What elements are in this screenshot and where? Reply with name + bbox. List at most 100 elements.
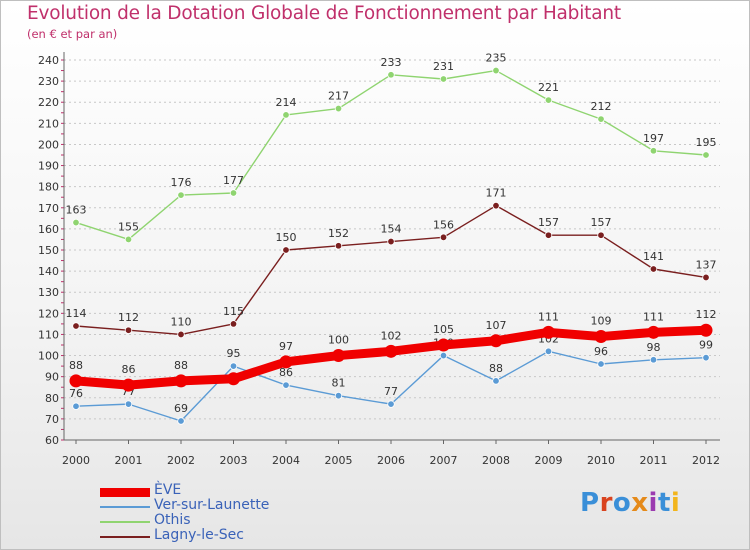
chart-subtitle: (en € et par an) — [27, 27, 118, 41]
data-point — [124, 326, 133, 334]
data-point — [489, 334, 503, 348]
proxiti-logo: Proxiti — [580, 488, 680, 518]
x-tick-label: 2000 — [62, 454, 90, 467]
data-point — [387, 400, 395, 408]
data-label: 214 — [276, 96, 297, 109]
data-label: 77 — [384, 385, 398, 398]
logo-letter: t — [657, 488, 671, 518]
y-tick-label: 180 — [38, 181, 59, 194]
data-point — [124, 235, 133, 244]
data-point — [177, 330, 185, 339]
logo-letter: r — [599, 488, 613, 518]
data-label: 217 — [328, 90, 349, 103]
data-label: 86 — [279, 366, 293, 379]
data-label: 157 — [538, 216, 559, 229]
x-tick-label: 2003 — [220, 454, 248, 467]
y-tick-label: 170 — [38, 202, 59, 215]
legend-swatch — [100, 487, 150, 497]
y-tick-label: 140 — [38, 265, 59, 278]
y-tick-label: 220 — [38, 96, 59, 109]
logo-letter: P — [580, 488, 600, 518]
y-tick-label: 240 — [38, 54, 59, 67]
data-point — [174, 374, 188, 388]
data-point — [439, 351, 448, 360]
data-label: 157 — [591, 216, 612, 229]
data-label: 112 — [696, 308, 717, 321]
data-point — [544, 96, 553, 104]
x-tick-label: 2009 — [535, 454, 563, 467]
data-label: 88 — [489, 362, 503, 375]
data-label: 102 — [381, 329, 402, 342]
data-point — [387, 71, 395, 79]
data-label: 105 — [433, 323, 454, 336]
data-point — [702, 273, 710, 282]
y-tick-label: 70 — [45, 413, 59, 426]
data-label: 110 — [171, 315, 192, 328]
legend-label: Ver-sur-Launette — [154, 497, 270, 513]
data-label: 114 — [66, 307, 87, 320]
logo-letter: i — [670, 488, 681, 518]
x-tick-label: 2010 — [587, 454, 615, 467]
x-tick-label: 2011 — [640, 454, 668, 467]
series-line — [75, 69, 707, 241]
logo-letter: i — [648, 488, 658, 518]
data-label: 81 — [332, 377, 346, 390]
data-label: 212 — [591, 100, 612, 113]
data-point — [649, 356, 658, 364]
data-label: 235 — [486, 52, 507, 65]
legend-label: Lagny-le-Sec — [154, 527, 244, 543]
y-tick-label: 60 — [45, 434, 59, 447]
data-point — [72, 218, 80, 227]
legend-swatch — [100, 506, 150, 508]
y-tick-label: 110 — [38, 328, 59, 341]
data-label: 137 — [696, 258, 717, 271]
data-point — [699, 323, 713, 337]
y-tick-label: 160 — [38, 223, 59, 236]
data-point — [229, 362, 238, 370]
y-tick-label: 100 — [38, 350, 59, 363]
data-point — [334, 242, 343, 250]
data-point — [649, 147, 658, 155]
y-tick-label: 200 — [38, 138, 59, 151]
data-point — [702, 353, 710, 362]
data-point — [544, 347, 553, 356]
data-label: 112 — [118, 311, 139, 324]
logo-letter: o — [612, 488, 632, 518]
data-label: 152 — [328, 227, 349, 240]
data-label: 96 — [594, 345, 608, 358]
legend-swatch — [100, 536, 150, 538]
data-point — [439, 75, 448, 83]
data-point — [437, 338, 450, 352]
data-point — [649, 265, 658, 273]
data-label: 111 — [643, 310, 664, 323]
data-label: 233 — [381, 56, 402, 69]
data-point — [282, 246, 290, 254]
data-point — [279, 355, 293, 369]
data-label: 76 — [69, 387, 83, 400]
data-point — [492, 377, 500, 385]
data-point — [72, 322, 80, 330]
data-label: 111 — [538, 310, 559, 323]
x-tick-label: 2001 — [115, 454, 143, 467]
y-tick-label: 90 — [45, 371, 59, 384]
data-point — [227, 372, 240, 386]
data-point — [334, 391, 343, 400]
data-label: 97 — [279, 340, 293, 353]
data-label: 154 — [381, 223, 402, 236]
data-label: 156 — [433, 218, 454, 231]
data-point — [542, 325, 555, 339]
data-label: 163 — [66, 204, 87, 217]
legend-label: ÈVE — [154, 482, 182, 498]
data-point — [334, 104, 343, 113]
data-point — [492, 66, 500, 75]
data-point — [597, 231, 605, 239]
data-point — [72, 402, 80, 410]
y-tick-label: 80 — [45, 392, 59, 405]
data-point — [492, 201, 500, 210]
x-tick-label: 2005 — [325, 454, 353, 467]
data-label: 99 — [699, 339, 713, 352]
data-label: 195 — [696, 136, 717, 149]
data-label: 197 — [643, 132, 664, 145]
data-label: 231 — [433, 60, 454, 73]
legend-swatch — [100, 521, 150, 523]
